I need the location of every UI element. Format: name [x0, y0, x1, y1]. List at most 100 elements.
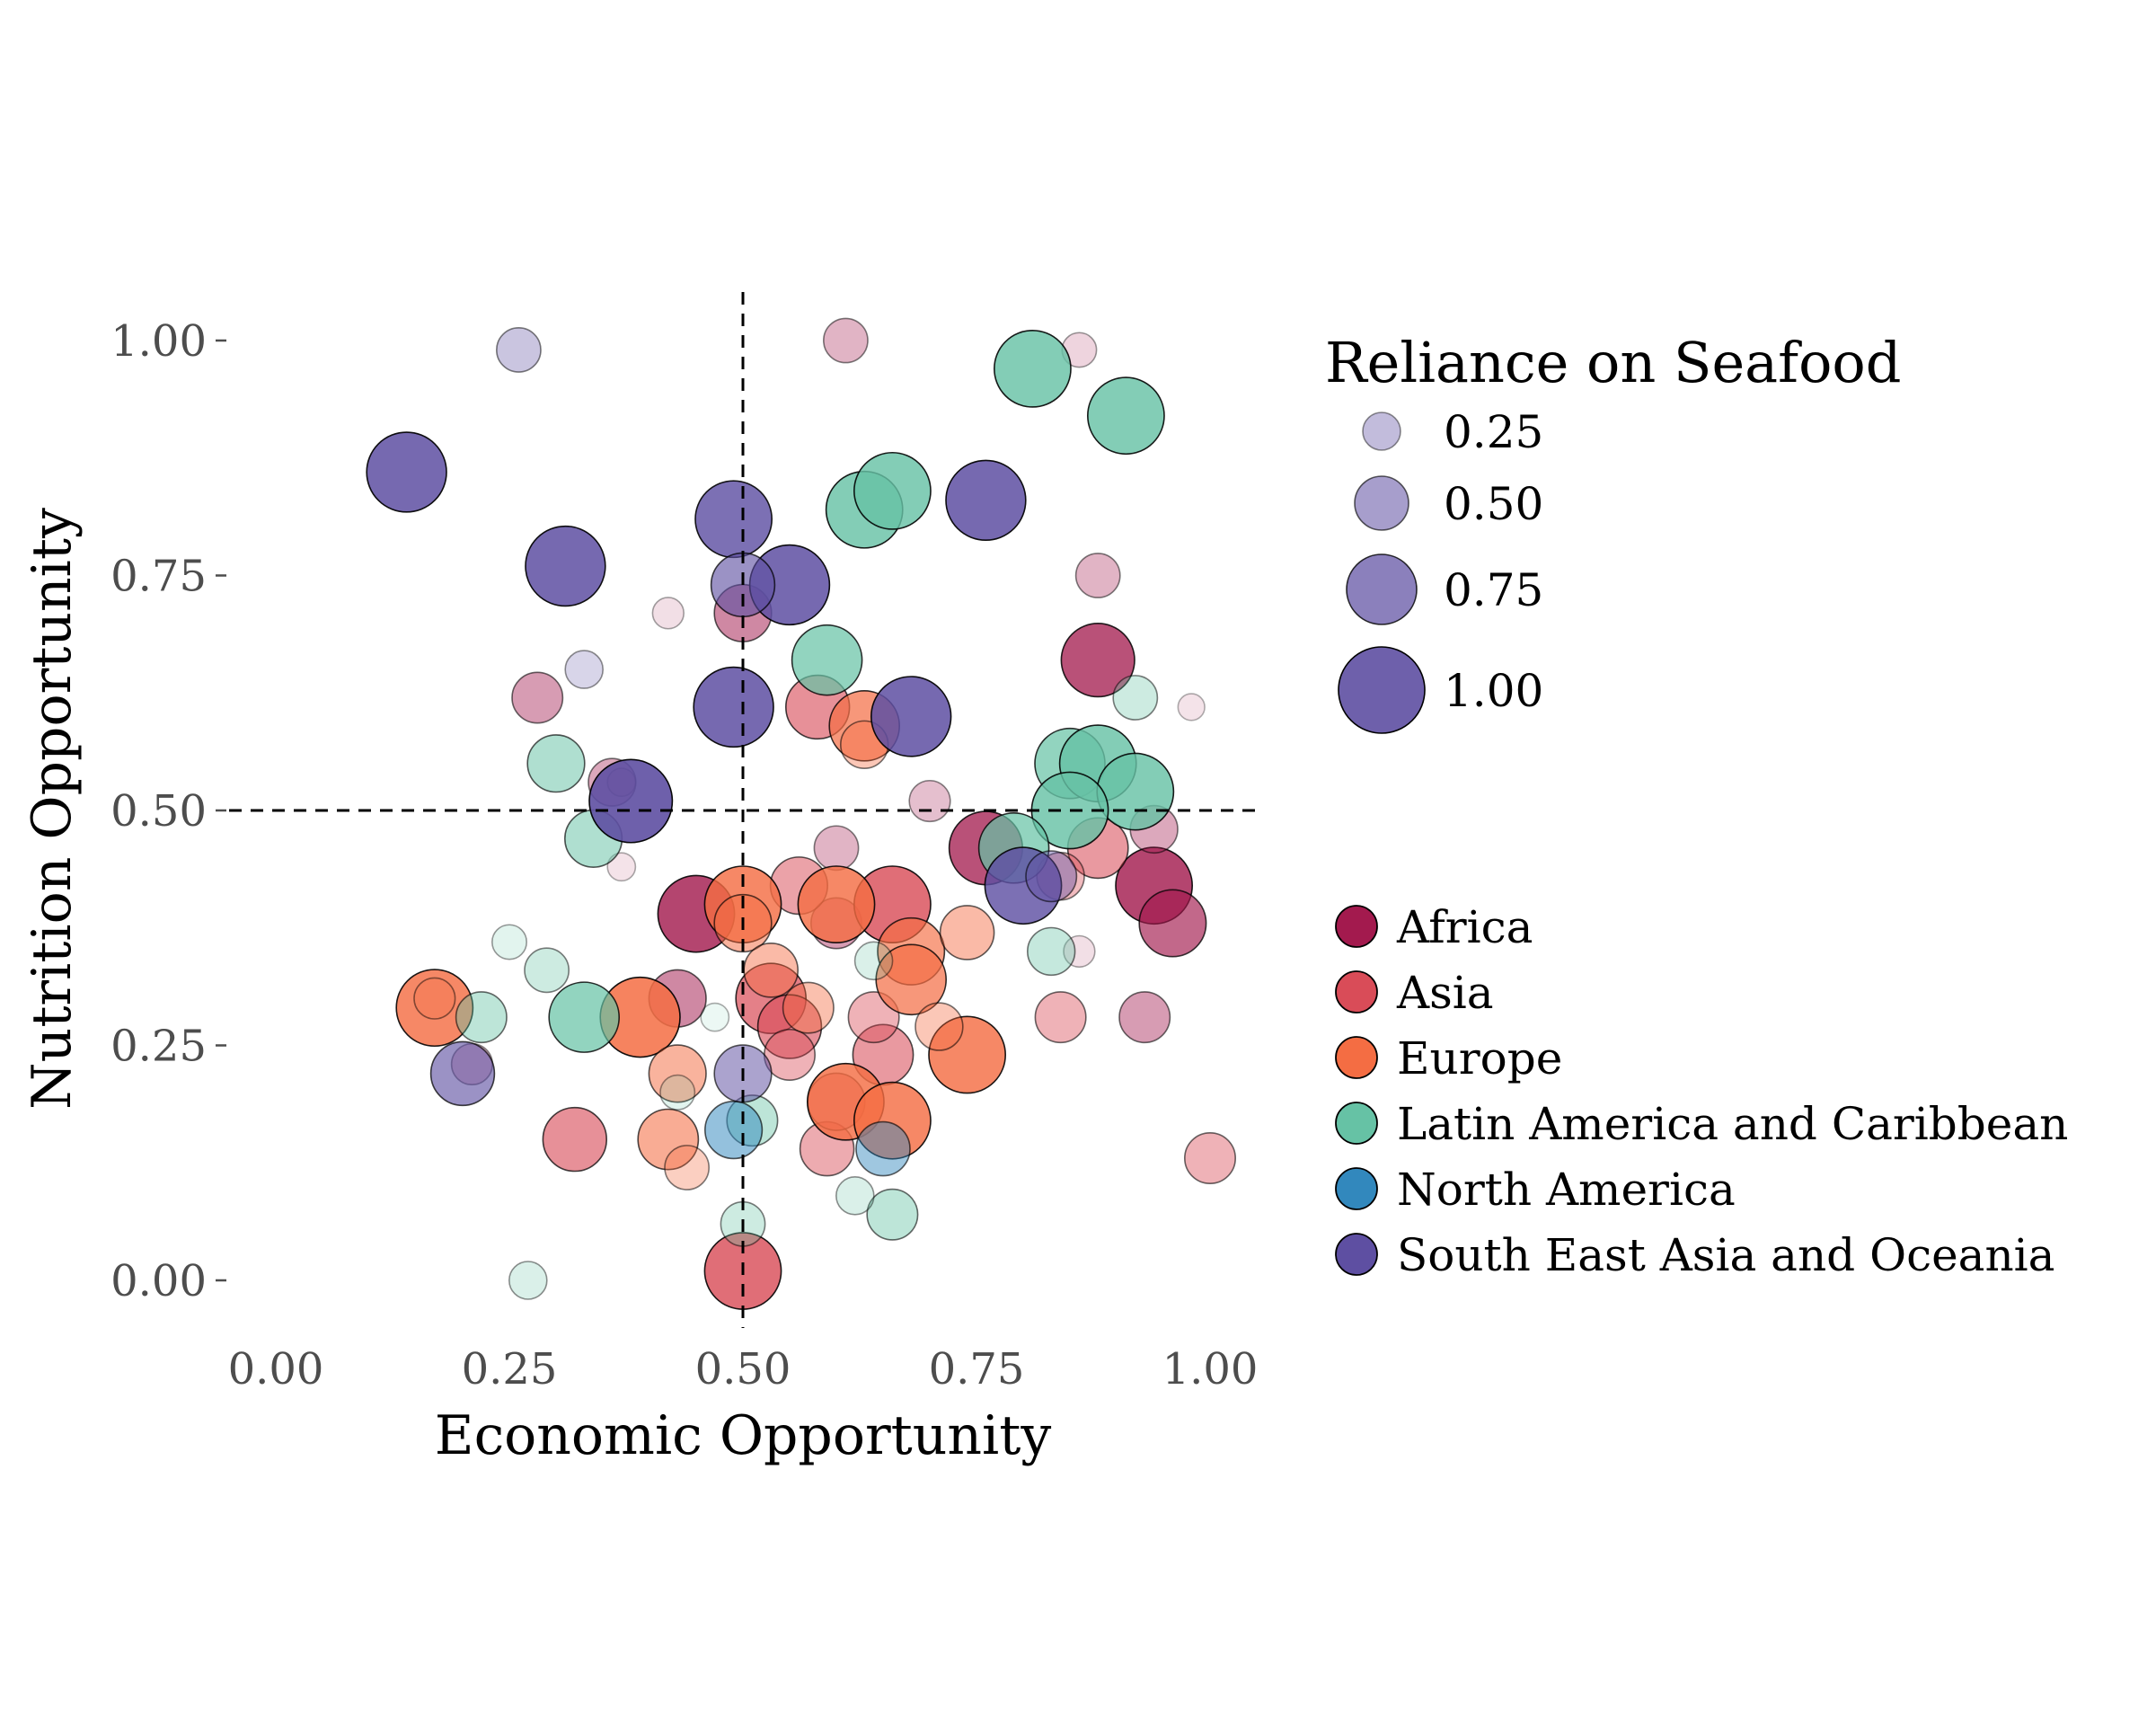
size-legend-label: 1.00: [1444, 665, 1543, 717]
data-point-africa-8: [1074, 553, 1121, 598]
reference-lines-layer: [229, 292, 1258, 1328]
size-legend-label: 0.75: [1444, 564, 1543, 616]
data-point-south-east-asia-and-oceania-7: [870, 676, 952, 757]
data-point-latin-america-and-caribbean-4: [791, 624, 863, 696]
data-point-north-america-1: [855, 1120, 911, 1177]
y-tick-label: 0.75: [110, 552, 207, 602]
data-point-asia-3: [756, 994, 823, 1059]
data-point-asia-10: [1184, 1132, 1237, 1185]
data-point-latin-america-and-caribbean-3: [853, 451, 932, 530]
y-tick-label: 0.50: [110, 786, 207, 837]
color-legend-key: [1335, 1036, 1378, 1079]
data-point-europe-3: [797, 865, 876, 943]
data-point-europe-0: [395, 969, 474, 1048]
size-legend-key: [1362, 412, 1401, 451]
data-point-latin-america-and-caribbean-18: [1112, 675, 1159, 721]
data-point-latin-america-and-caribbean-13: [455, 991, 508, 1044]
size-legend-key: [1346, 553, 1418, 625]
data-point-south-east-asia-and-oceania-0: [366, 431, 447, 513]
data-point-latin-america-and-caribbean-17: [1026, 926, 1076, 977]
color-legend-label: Asia: [1396, 967, 1494, 1019]
data-point-latin-america-and-caribbean-11: [526, 734, 586, 793]
color-legend-key: [1335, 1233, 1378, 1276]
data-point-latin-america-and-caribbean-14: [524, 947, 570, 994]
data-point-latin-america-and-caribbean-22: [490, 924, 527, 960]
data-point-europe-13: [743, 943, 800, 998]
color-legend-label: Africa: [1396, 901, 1533, 953]
data-point-south-east-asia-and-oceania-6: [693, 666, 774, 748]
data-point-europe-10: [648, 1044, 707, 1103]
data-point-africa-13: [823, 317, 869, 364]
x-tick-label: 1.00: [1162, 1344, 1259, 1394]
data-point-europe-5: [928, 1015, 1006, 1094]
data-point-latin-america-and-caribbean-1: [1087, 376, 1165, 456]
data-point-europe-14: [939, 905, 995, 960]
color-legend-key: [1335, 905, 1378, 948]
color-legend-key: [1335, 1167, 1378, 1210]
y-tick-label: 1.00: [110, 316, 207, 367]
data-point-europe-16: [664, 1145, 711, 1191]
data-point-south-east-asia-and-oceania-8: [588, 758, 674, 844]
x-tick-label: 0.50: [695, 1344, 791, 1394]
data-point-europe-7: [853, 1081, 932, 1160]
data-point-latin-america-and-caribbean-7: [1096, 752, 1175, 831]
data-point-south-east-asia-and-oceania-1: [525, 525, 606, 607]
data-point-africa-11: [813, 825, 860, 872]
x-axis-title: Economic Opportunity: [435, 1404, 1052, 1467]
data-point-asia-9: [1034, 991, 1087, 1044]
color-legend-label: Latin America and Caribbean: [1397, 1098, 2068, 1150]
data-point-latin-america-and-caribbean-23: [853, 941, 894, 981]
data-point-europe-17: [915, 1002, 964, 1051]
data-point-south-east-asia-and-oceania-3: [945, 459, 1027, 542]
data-point-europe-9: [875, 943, 948, 1016]
data-point-africa-18: [1177, 693, 1206, 721]
data-point-africa-9: [1118, 991, 1171, 1044]
size-legend: Reliance on Seafood 0.25 0.50 0.75 1.00: [1325, 330, 1901, 734]
data-point-latin-america-and-caribbean-15: [866, 1188, 919, 1241]
data-point-south-east-asia-and-oceania-9: [984, 846, 1063, 925]
points-layer: [366, 317, 1237, 1310]
data-point-africa-19: [908, 779, 951, 823]
data-point-africa-15: [651, 597, 685, 630]
color-legend-key: [1335, 970, 1378, 1014]
data-point-latin-america-and-caribbean-25: [700, 1002, 730, 1032]
data-point-south-east-asia-and-oceania-13: [564, 650, 605, 689]
size-legend-key: [1354, 475, 1409, 531]
data-point-south-east-asia-and-oceania-14: [1025, 850, 1078, 903]
y-ticks-layer: 0.00 0.25 0.50 0.75 1.00: [110, 316, 226, 1306]
data-point-latin-america-and-caribbean-10: [548, 981, 621, 1053]
x-tick-label: 0.00: [228, 1344, 324, 1394]
data-point-africa-16: [1063, 934, 1096, 969]
y-tick-label: 0.00: [110, 1256, 207, 1306]
x-tick-label: 0.75: [929, 1344, 1025, 1394]
data-point-europe-18: [413, 977, 456, 1020]
data-point-africa-7: [511, 671, 564, 724]
data-point-south-east-asia-and-oceania-2: [694, 480, 773, 559]
size-legend-key: [1338, 646, 1426, 734]
data-point-africa-4: [1138, 889, 1207, 958]
data-point-africa-17: [606, 852, 637, 882]
data-point-asia-4: [542, 1106, 607, 1173]
color-legend-label: Europe: [1397, 1032, 1562, 1084]
color-legend-key: [1335, 1102, 1378, 1145]
data-point-latin-america-and-caribbean-24: [659, 1074, 696, 1111]
y-axis-title: Nutrition Opportunity: [21, 508, 84, 1110]
data-point-north-america-0: [703, 1101, 764, 1160]
data-point-latin-america-and-caribbean-21: [508, 1261, 548, 1300]
color-legend-label: North America: [1397, 1164, 1736, 1216]
size-legend-label: 0.50: [1444, 478, 1543, 530]
data-point-south-east-asia-and-oceania-10: [429, 1040, 496, 1107]
data-point-europe-11: [637, 1108, 700, 1171]
color-legend-label: South East Asia and Oceania: [1397, 1229, 2054, 1281]
data-point-south-east-asia-and-oceania-12: [496, 327, 542, 373]
x-ticks-layer: 0.00 0.25 0.50 0.75 1.00: [228, 1344, 1259, 1394]
size-legend-title: Reliance on Seafood: [1325, 330, 1901, 395]
color-legend: Africa Asia Europe Latin America and Caribb…: [1335, 901, 2068, 1281]
x-tick-label: 0.25: [462, 1344, 558, 1394]
y-tick-label: 0.25: [110, 1022, 207, 1072]
data-point-europe-15: [782, 981, 835, 1034]
data-point-africa-0: [1060, 623, 1135, 698]
data-point-latin-america-and-caribbean-0: [994, 329, 1072, 408]
data-point-latin-america-and-caribbean-19: [835, 1176, 875, 1216]
